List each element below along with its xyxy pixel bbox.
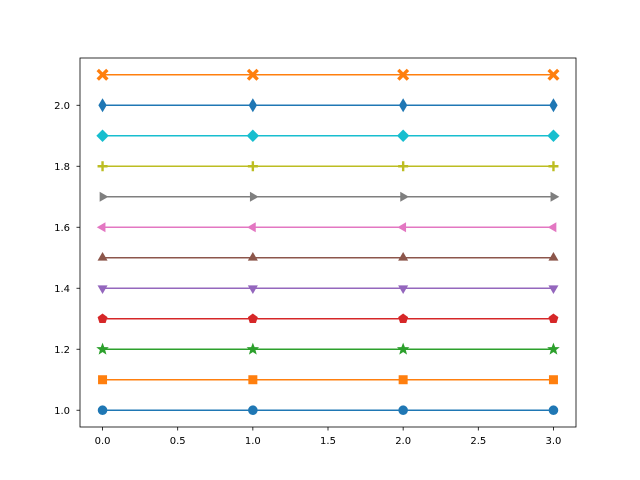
data-point-10-0 bbox=[98, 98, 107, 113]
series-3 bbox=[97, 313, 559, 323]
data-point-9-0 bbox=[96, 129, 109, 142]
y-tick-label: 1.2 bbox=[54, 345, 70, 356]
data-point-6-2 bbox=[397, 222, 407, 233]
data-point-10-2 bbox=[398, 98, 408, 113]
x-tick-label: 0.0 bbox=[95, 436, 111, 447]
series-10 bbox=[98, 98, 558, 113]
series-4 bbox=[97, 285, 559, 295]
y-tick-label: 1.6 bbox=[54, 223, 70, 234]
series-11 bbox=[96, 68, 560, 81]
data-point-4-2 bbox=[398, 285, 409, 295]
data-point-7-1 bbox=[249, 191, 259, 202]
data-point-1-0 bbox=[98, 375, 108, 385]
data-point-1-3 bbox=[548, 375, 558, 385]
data-point-9-1 bbox=[246, 129, 260, 142]
x-tick-label: 1.0 bbox=[245, 436, 261, 447]
data-point-2-2 bbox=[396, 342, 410, 355]
data-point-11-2 bbox=[397, 68, 410, 81]
data-point-11-1 bbox=[246, 68, 259, 81]
series-9 bbox=[96, 129, 560, 142]
series-8 bbox=[97, 161, 559, 172]
y-tick-label: 2.0 bbox=[54, 101, 70, 112]
data-point-5-2 bbox=[398, 251, 409, 261]
series-layer bbox=[96, 68, 560, 416]
series-6 bbox=[96, 222, 557, 233]
data-point-6-1 bbox=[247, 222, 256, 233]
data-point-5-0 bbox=[97, 251, 108, 261]
series-0 bbox=[97, 405, 559, 416]
data-point-3-1 bbox=[247, 313, 258, 323]
x-tick-label: 0.5 bbox=[170, 436, 186, 447]
x-tick-label: 3.0 bbox=[546, 436, 562, 447]
data-point-4-3 bbox=[548, 285, 559, 295]
data-point-0-1 bbox=[248, 405, 258, 416]
data-point-2-0 bbox=[96, 342, 109, 355]
data-point-10-1 bbox=[248, 98, 258, 113]
data-point-3-2 bbox=[398, 313, 409, 323]
data-point-0-2 bbox=[398, 405, 408, 416]
data-point-8-0 bbox=[97, 161, 108, 172]
data-point-8-2 bbox=[398, 161, 409, 172]
data-point-2-1 bbox=[246, 342, 260, 355]
x-tick-label: 2.0 bbox=[395, 436, 411, 447]
data-point-1-2 bbox=[398, 375, 408, 385]
y-tick-label: 1.4 bbox=[54, 284, 70, 295]
y-tick-label: 1.8 bbox=[54, 162, 70, 173]
series-7 bbox=[99, 191, 560, 202]
x-tick-label: 2.5 bbox=[470, 436, 486, 447]
data-point-5-1 bbox=[247, 251, 258, 261]
series-1 bbox=[98, 375, 558, 385]
data-point-1-1 bbox=[248, 375, 258, 385]
data-point-3-0 bbox=[97, 313, 108, 323]
data-point-7-3 bbox=[550, 191, 560, 202]
data-point-3-3 bbox=[548, 313, 559, 323]
data-point-9-3 bbox=[547, 129, 560, 142]
data-point-6-0 bbox=[96, 222, 106, 233]
data-point-6-3 bbox=[547, 222, 557, 233]
data-point-2-3 bbox=[547, 342, 560, 355]
data-point-11-3 bbox=[547, 68, 560, 81]
data-point-0-0 bbox=[97, 405, 108, 416]
data-point-7-2 bbox=[400, 191, 409, 202]
data-point-5-3 bbox=[548, 251, 559, 261]
y-tick-label: 1.0 bbox=[54, 406, 70, 417]
series-2 bbox=[96, 342, 560, 355]
data-point-4-1 bbox=[247, 285, 258, 295]
data-point-9-2 bbox=[396, 129, 410, 142]
data-point-8-3 bbox=[548, 161, 559, 172]
data-point-4-0 bbox=[97, 285, 108, 295]
data-point-7-0 bbox=[99, 191, 109, 202]
data-point-11-0 bbox=[96, 68, 109, 81]
axes-layer: 0.0 0.5 1.0 1.5 2.0 2.5 3.0 1.0 1.2 1.4 1.6 1.8 2.0 bbox=[54, 57, 577, 447]
data-point-0-3 bbox=[548, 405, 559, 416]
data-point-10-3 bbox=[549, 98, 558, 113]
series-5 bbox=[97, 251, 559, 261]
data-point-8-1 bbox=[247, 161, 258, 172]
x-tick-label: 1.5 bbox=[320, 436, 336, 447]
